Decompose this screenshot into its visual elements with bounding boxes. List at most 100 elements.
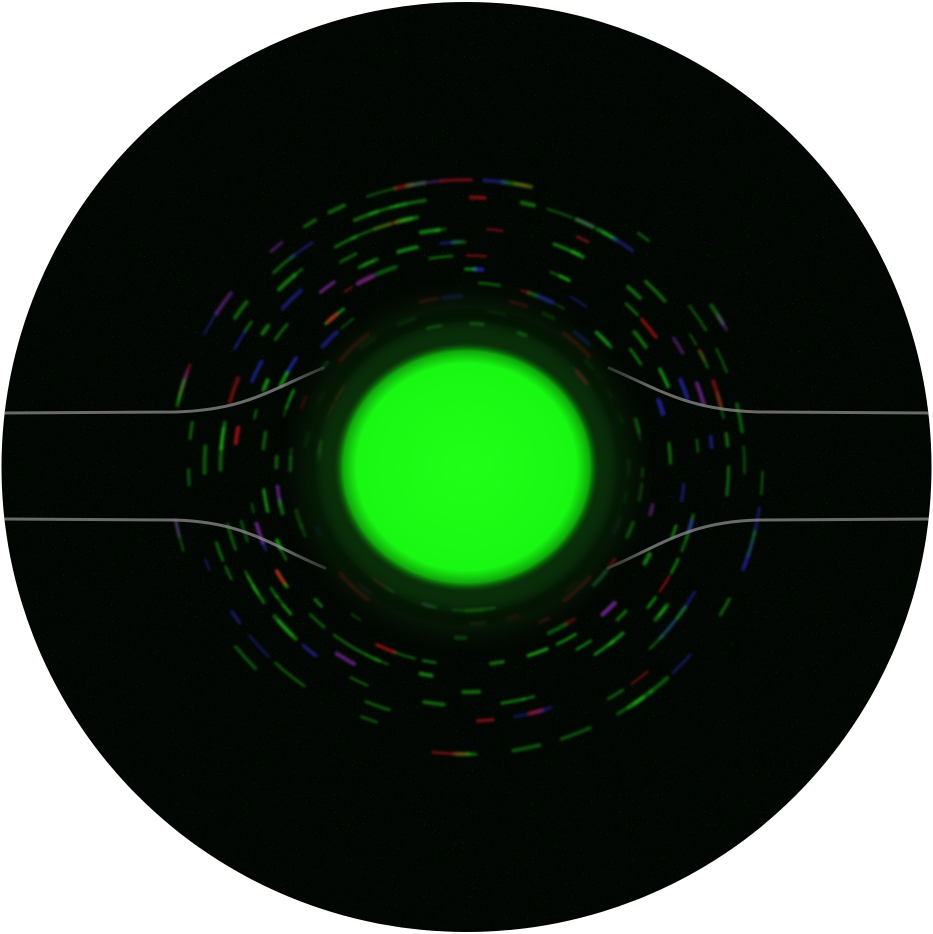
diffraction-arc — [695, 438, 700, 453]
diffraction-arc — [734, 402, 745, 434]
diffraction-arc — [224, 565, 233, 581]
diffraction-arc — [511, 743, 542, 753]
diffraction-arc — [465, 254, 488, 258]
diffraction-arc — [253, 409, 258, 420]
diffraction-arc — [574, 217, 596, 230]
diffraction-arc — [308, 612, 326, 629]
diffraction-arc — [418, 671, 434, 678]
diffraction-arc — [672, 336, 685, 355]
diffraction-arc — [716, 313, 728, 332]
diffraction-arc — [512, 182, 527, 187]
diffraction-arc — [476, 718, 495, 723]
diffraction-arc — [640, 317, 658, 339]
diffraction-arc — [724, 432, 730, 448]
diffraction-arc — [187, 468, 191, 487]
diffraction-arc — [274, 568, 286, 585]
diffraction-arc — [204, 558, 211, 571]
diffraction-arc — [227, 376, 241, 405]
diffraction-arc — [519, 200, 537, 208]
diffraction-arc — [711, 379, 723, 408]
diffraction-arc — [318, 280, 336, 294]
diffraction-arc — [373, 657, 390, 666]
diffraction-arc — [431, 750, 467, 756]
diffraction-arc — [439, 178, 473, 183]
diffraction-arc — [593, 639, 616, 656]
diffraction-arc — [327, 203, 347, 215]
diffraction-arc — [549, 270, 572, 282]
diffraction-arc — [394, 198, 427, 208]
diffraction-arc — [482, 178, 508, 185]
bright-core — [332, 341, 601, 593]
diffraction-arc — [667, 441, 673, 465]
diffraction-arc — [302, 218, 318, 229]
diffraction-arc — [629, 347, 642, 366]
diffraction-arc — [269, 586, 279, 600]
diffraction-arc — [218, 445, 224, 472]
diffraction-arc — [408, 179, 442, 187]
diffraction-arc — [715, 347, 728, 374]
diffraction-arc — [355, 273, 377, 286]
diffraction-arc — [364, 700, 391, 712]
diffraction-arc — [559, 726, 592, 741]
diffraction-arc — [486, 228, 504, 233]
diffraction-arc — [626, 285, 642, 300]
diffraction-arc — [243, 320, 253, 333]
diffraction-arc — [261, 378, 270, 393]
diffraction-arc — [276, 273, 297, 292]
diffraction-arc — [301, 643, 318, 658]
diffraction-arc — [680, 482, 686, 503]
diffraction-arc — [202, 444, 208, 475]
diffraction-arc — [626, 696, 645, 710]
diffraction-arc — [343, 285, 354, 293]
diffraction-arc — [284, 670, 306, 688]
diffraction-arc — [624, 302, 639, 317]
diffraction-arc — [332, 633, 356, 650]
diffraction-arc — [226, 523, 237, 551]
diffraction-arc — [365, 187, 397, 198]
diffraction-arc — [676, 605, 687, 619]
diffraction-arc — [575, 639, 592, 651]
diffraction-arc — [760, 470, 764, 496]
diffraction-arc — [642, 551, 652, 566]
diffraction-arc — [546, 207, 574, 219]
diffraction-arc — [214, 291, 233, 316]
diffraction-arc — [688, 304, 708, 332]
diffraction-arc — [657, 605, 668, 618]
diffraction-arc — [646, 596, 657, 609]
diffraction-arc — [272, 614, 294, 637]
diffraction-arc — [250, 502, 255, 514]
diffraction-arc — [611, 236, 635, 253]
diffraction-arc — [373, 221, 393, 231]
diffraction-arc — [630, 670, 649, 686]
diffraction-arc — [648, 635, 664, 650]
diffraction-arc — [251, 584, 266, 604]
diffraction-arc — [680, 536, 689, 553]
diffraction-arc — [671, 653, 692, 675]
diffraction-arc — [313, 598, 323, 608]
diffraction-arc — [262, 488, 270, 513]
diffraction-arc — [658, 575, 671, 593]
diffraction-arc — [637, 231, 650, 243]
diffraction-arc — [678, 377, 690, 401]
diffraction-arc — [536, 706, 553, 714]
diffraction-arc — [375, 264, 398, 277]
diffraction-arc — [280, 288, 303, 311]
diffraction-arc — [349, 676, 369, 687]
diffraction-arc — [428, 254, 454, 260]
diffraction-arc — [269, 241, 284, 253]
diffraction-arc — [394, 216, 414, 225]
diffraction-arc — [575, 235, 590, 244]
diffraction-arc — [718, 597, 731, 617]
diffraction-arc — [254, 521, 265, 545]
diffraction-arc — [632, 330, 648, 349]
diffraction-arc — [600, 600, 617, 617]
diffraction-arc — [250, 359, 264, 384]
diffraction-arc — [742, 445, 746, 475]
diffraction-arc — [233, 425, 241, 446]
diffraction-arc — [230, 610, 242, 625]
diffraction-arc — [644, 279, 667, 303]
diffraction-arc — [570, 249, 585, 259]
diffraction-arc — [742, 538, 755, 569]
